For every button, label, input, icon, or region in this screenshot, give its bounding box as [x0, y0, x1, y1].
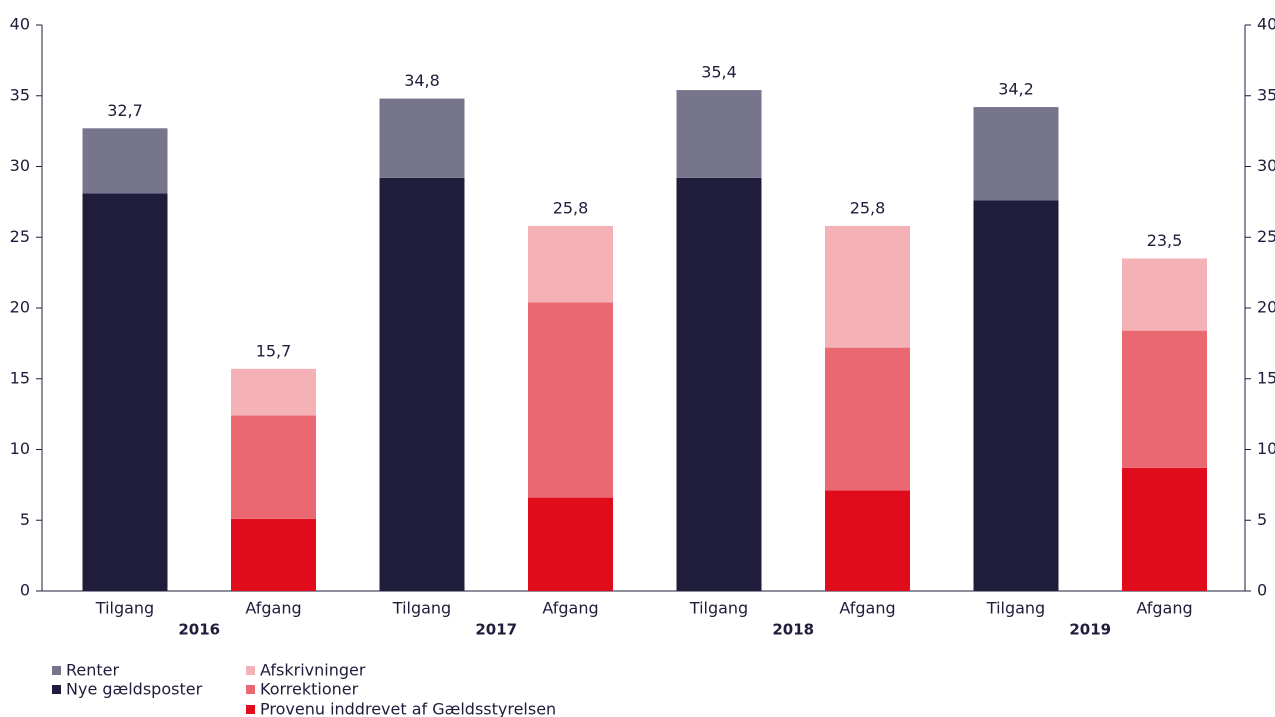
- x-tick-label: Tilgang: [689, 599, 748, 618]
- x-tick-label: Tilgang: [392, 599, 451, 618]
- legend-swatch: [52, 666, 61, 675]
- y2-tick-label: 30: [1257, 156, 1275, 175]
- bar-segment: [231, 415, 316, 519]
- x-tick-label: Afgang: [542, 599, 598, 618]
- bar-segment: [676, 90, 762, 178]
- legend-swatch: [246, 666, 255, 675]
- bar-segment: [1122, 467, 1207, 591]
- y-tick-label: 5: [20, 510, 30, 529]
- y-tick-label: 40: [10, 15, 30, 34]
- y2-tick-label: 10: [1257, 439, 1275, 458]
- bar-segment: [379, 98, 465, 178]
- total-label: 25,8: [553, 198, 589, 217]
- bar-segment: [82, 128, 168, 194]
- bar-segment: [528, 302, 613, 498]
- y2-tick-label: 5: [1257, 510, 1267, 529]
- legend-label: Korrektioner: [260, 680, 359, 699]
- bar-segment: [528, 225, 613, 303]
- bar-segment: [1122, 330, 1207, 468]
- total-label: 23,5: [1147, 231, 1183, 250]
- total-label: 32,7: [107, 101, 143, 120]
- group-label: 2018: [772, 621, 814, 639]
- legend-label: Renter: [66, 661, 120, 680]
- bar-segment: [825, 225, 910, 348]
- total-label: 35,4: [701, 63, 737, 82]
- legend-label: Nye gældsposter: [66, 680, 203, 699]
- y2-tick-label: 15: [1257, 368, 1275, 387]
- total-label: 34,8: [404, 71, 440, 90]
- y-tick-label: 20: [10, 298, 30, 317]
- x-tick-label: Afgang: [245, 599, 301, 618]
- y2-tick-label: 0: [1257, 581, 1267, 600]
- x-tick-label: Afgang: [1136, 599, 1192, 618]
- y2-tick-label: 40: [1257, 15, 1275, 34]
- bar-segment: [973, 200, 1059, 591]
- group-label: 2016: [178, 621, 220, 639]
- bar-segment: [379, 177, 465, 591]
- total-label: 34,2: [998, 80, 1034, 99]
- y-tick-label: 25: [10, 227, 30, 246]
- y2-tick-label: 20: [1257, 298, 1275, 317]
- x-tick-label: Afgang: [839, 599, 895, 618]
- group-label: 2019: [1069, 621, 1111, 639]
- y2-tick-label: 25: [1257, 227, 1275, 246]
- group-label: 2017: [475, 621, 517, 639]
- total-label: 25,8: [850, 198, 886, 217]
- y-tick-label: 15: [10, 368, 30, 387]
- bar-segment: [676, 177, 762, 591]
- bar-segment: [231, 368, 316, 416]
- legend-swatch: [246, 705, 255, 714]
- bar-segment: [825, 347, 910, 491]
- x-tick-label: Tilgang: [95, 599, 154, 618]
- y-tick-label: 0: [20, 581, 30, 600]
- bar-segment: [231, 518, 316, 591]
- y-tick-label: 30: [10, 156, 30, 175]
- bar-segment: [528, 497, 613, 591]
- y2-tick-label: 35: [1257, 85, 1275, 104]
- legend-label: Provenu inddrevet af Gældsstyrelsen: [260, 700, 556, 717]
- bar-segment: [82, 193, 168, 591]
- legend-swatch: [52, 685, 61, 694]
- legend-swatch: [246, 685, 255, 694]
- legend-label: Afskrivninger: [260, 661, 366, 680]
- y-tick-label: 35: [10, 85, 30, 104]
- total-label: 15,7: [256, 341, 292, 360]
- bar-segment: [973, 107, 1059, 201]
- y-tick-label: 10: [10, 439, 30, 458]
- bar-segment: [1122, 258, 1207, 331]
- x-tick-label: Tilgang: [986, 599, 1045, 618]
- bar-segment: [825, 490, 910, 591]
